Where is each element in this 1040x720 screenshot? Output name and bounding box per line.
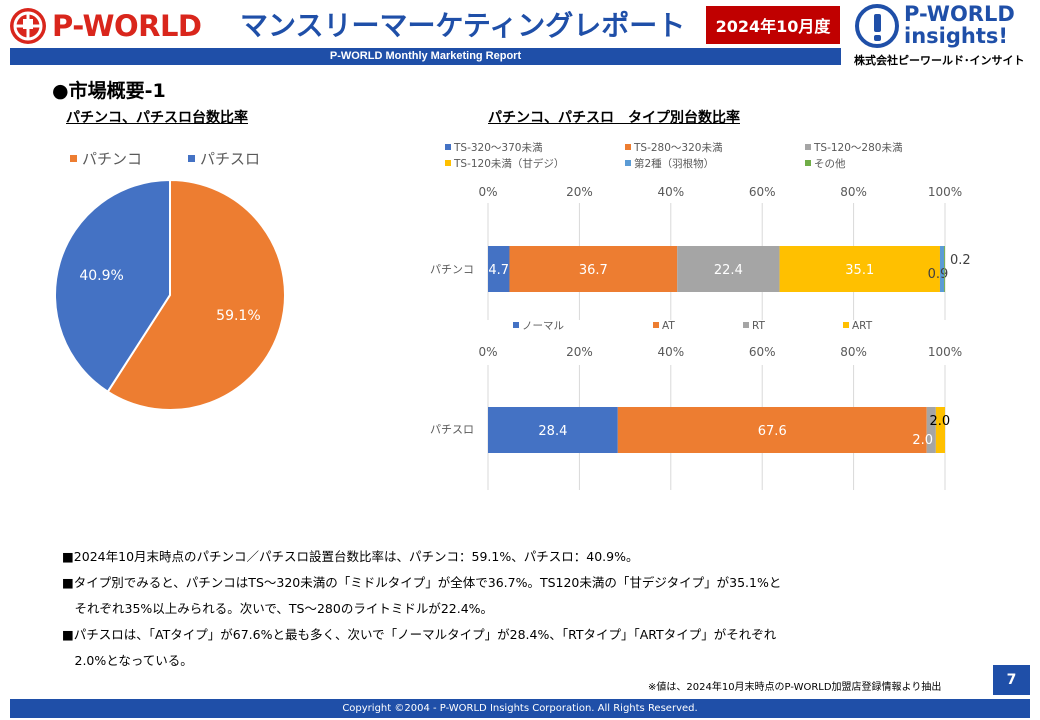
x-tick-label: 0% [478, 185, 497, 199]
p-world-insights-logo: P-WORLD insights! 株式会社ピーワールド･インサイト [852, 2, 1038, 68]
bullet-line: それぞれ35%以上みられる。次いで、TS～280のライトミドルが22.4%。 [62, 601, 494, 616]
bar-legend-swatch [743, 322, 749, 328]
header-band [10, 48, 841, 65]
bar-data-label: 2.0 [912, 433, 933, 448]
bar-data-label: 35.1 [845, 263, 874, 278]
p-world-logo: P-WORLD [10, 6, 205, 46]
bar-segment [617, 407, 927, 453]
section-title: ●市場概要-1 [52, 80, 166, 102]
bar-legend-label: AT [662, 320, 675, 332]
pie-legend-label: パチスロ [200, 150, 260, 168]
x-tick-label: 60% [749, 345, 776, 359]
bar-data-label: 2.0 [930, 414, 951, 429]
x-tick-label: 0% [478, 345, 497, 359]
category-label: パチスロ [430, 423, 474, 436]
pie-data-label: 59.1% [216, 308, 260, 324]
bar-legend-label: TS-120～280未満 [813, 142, 903, 154]
bar-legend-label: TS-280～320未満 [633, 142, 723, 154]
bar-legend-label: ノーマル [522, 320, 564, 332]
bar-segment [935, 407, 945, 453]
bar-legend-swatch [805, 160, 811, 166]
bar-legend-swatch [445, 144, 451, 150]
page-number: 7 [993, 665, 1030, 695]
pie-legend-swatch [188, 155, 195, 162]
bar-legend-label: TS-320～370未満 [453, 142, 543, 154]
pie-slice [106, 178, 286, 411]
bar-data-label: 4.7 [488, 263, 509, 278]
bar-legend-swatch [445, 160, 451, 166]
bar-legend-label: RT [752, 320, 766, 332]
pie-chart: パチンコ パチスロ 59.1% 40.9% [54, 150, 286, 411]
bar-legend-label: TS-120未満（甘デジ） [453, 157, 564, 170]
x-tick-label: 100% [928, 345, 962, 359]
bar-data-label: 67.6 [758, 424, 787, 439]
period-badge: 2024年10月度 [706, 6, 840, 44]
bar-segment [677, 246, 780, 292]
bar-legend-label: ART [852, 320, 873, 332]
bar-segment [488, 246, 510, 292]
report-title: マンスリーマーケティングレポート [240, 9, 686, 42]
logo-line-2: insights! [904, 24, 1008, 48]
x-tick-label: 40% [657, 345, 684, 359]
bar-segment [939, 246, 945, 292]
pie-slice [54, 178, 171, 394]
p-world-logo-mark-icon [10, 8, 46, 44]
exclamation-icon [855, 4, 899, 48]
bar-legend-label: 第2種（羽根物） [634, 157, 714, 170]
category-label: パチンコ [430, 263, 474, 276]
bar-segment [488, 407, 618, 453]
bar-data-label: 28.4 [538, 424, 567, 439]
bar-segment [509, 246, 678, 292]
x-tick-label: 100% [928, 185, 962, 199]
x-tick-label: 60% [749, 185, 776, 199]
bar-data-label: 36.7 [579, 263, 608, 278]
bullet-line: 2.0%となっている。 [62, 653, 193, 668]
footnote: ※値は、2024年10月末時点のP-WORLD加盟店登録情報より抽出 [648, 682, 942, 693]
bar-legend-swatch [625, 160, 631, 166]
bar-legend-swatch [625, 144, 631, 150]
bar-data-label: 0.2 [950, 253, 971, 268]
bullet-line: ■2024年10月末時点のパチンコ／パチスロ設置台数比率は、パチンコ：59.1%… [62, 549, 639, 564]
copyright-footer: Copyright ©2004 - P-WORLD Insights Corpo… [10, 699, 1030, 718]
summary-bullets: ■2024年10月末時点のパチンコ／パチスロ設置台数比率は、パチンコ：59.1%… [62, 544, 942, 674]
bar-chart-title: パチンコ、パチスロ タイプ別台数比率 [488, 110, 740, 126]
bar-data-label: 22.4 [714, 263, 743, 278]
bullet-line: ■パチスロは、「ATタイプ」が67.6%と最も多く、次いで「ノーマルタイプ」が2… [62, 627, 777, 642]
bar-legend-swatch [513, 322, 519, 328]
company-name: 株式会社ピーワールド･インサイト [854, 54, 1025, 67]
bar-legend-label: その他 [814, 157, 846, 170]
report-subtitle: P-WORLD Monthly Marketing Report [329, 50, 522, 62]
stacked-bar-charts: TS-320～370未満 TS-280～320未満 TS-120～280未満 TS-1… [430, 142, 971, 490]
pie-legend-label: パチンコ [82, 150, 142, 168]
bar-segment [944, 246, 945, 292]
x-tick-label: 80% [840, 185, 867, 199]
bar-data-label: 0.9 [928, 267, 949, 282]
x-tick-label: 40% [657, 185, 684, 199]
bar-segment [926, 407, 936, 453]
bar-legend-swatch [843, 322, 849, 328]
x-tick-label: 20% [566, 345, 593, 359]
pie-data-label: 40.9% [79, 268, 123, 284]
bullet-line: ■タイプ別でみると、パチンコはTS～320未満の「ミドルタイプ」が全体で36.7… [62, 575, 782, 590]
pie-chart-title: パチンコ、パチスロ台数比率 [66, 110, 248, 126]
logo-line-1: P-WORLD [904, 2, 1015, 26]
bar-legend-swatch [805, 144, 811, 150]
p-world-logo-text: P-WORLD [52, 9, 202, 43]
bar-segment [779, 246, 940, 292]
pie-legend-swatch [70, 155, 77, 162]
x-tick-label: 20% [566, 185, 593, 199]
x-tick-label: 80% [840, 345, 867, 359]
bar-legend-swatch [653, 322, 659, 328]
